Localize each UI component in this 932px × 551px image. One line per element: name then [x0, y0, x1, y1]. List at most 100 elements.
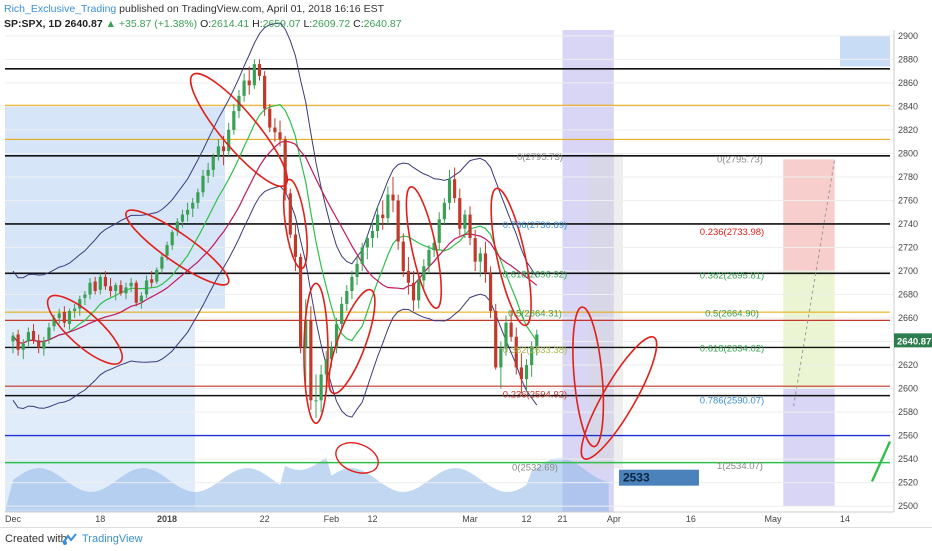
- candle-body: [150, 279, 154, 283]
- candle-body: [406, 271, 411, 283]
- x-tick-label: Mar: [462, 514, 478, 524]
- candle-body: [42, 341, 46, 349]
- y-tick-label: 2520: [898, 478, 918, 488]
- candle-body: [155, 269, 159, 282]
- candle-body: [427, 249, 431, 267]
- x-tick-label: 12: [367, 514, 377, 524]
- candle-body: [304, 320, 308, 348]
- y-tick-label: 2660: [898, 313, 918, 323]
- purple-zone-may: [783, 388, 835, 507]
- fib-level-label: 0.382(2695.81): [700, 271, 764, 282]
- swing-ellipse: [282, 178, 308, 270]
- candle-body: [26, 332, 30, 342]
- grey-zone: [589, 153, 623, 469]
- candle-body: [216, 146, 221, 156]
- candle-body: [93, 281, 97, 291]
- candle-body: [124, 287, 128, 294]
- candle-body: [488, 273, 493, 311]
- created-with-text: Created with: [5, 533, 67, 545]
- candle-body: [519, 367, 523, 380]
- close-label: C:: [353, 18, 364, 30]
- price-change: +35.87 (+1.38%): [118, 18, 198, 30]
- candle-body: [263, 75, 267, 109]
- symbol-label: SP:SPX, 1D: [4, 18, 62, 30]
- y-tick-label: 2720: [898, 242, 918, 252]
- open-value: 2614.41: [211, 18, 250, 30]
- candle-body: [355, 263, 359, 277]
- y-tick-label: 2620: [898, 360, 918, 370]
- x-tick-label: 2018: [157, 514, 177, 524]
- candle-body: [432, 242, 436, 250]
- y-tick-label: 2820: [898, 125, 918, 135]
- candle-body: [504, 322, 508, 349]
- candle-body: [268, 108, 272, 128]
- candle-body: [391, 194, 395, 201]
- y-tick-label: 2780: [898, 172, 918, 182]
- y-tick-label: 2900: [898, 31, 918, 41]
- candle-body: [16, 334, 20, 350]
- candle-body: [499, 348, 503, 368]
- candle-body: [524, 365, 529, 380]
- volume-ellipse: [335, 442, 379, 474]
- candle-body: [329, 347, 333, 360]
- price-chart[interactable]: 0(2795.73) 0.236(2733.98) 0.382(2695.81) 0.…: [0, 0, 932, 527]
- x-tick-label: 16: [686, 514, 696, 524]
- y-tick-label: 2840: [898, 101, 918, 111]
- y-tick-label: 2700: [898, 266, 918, 276]
- candle-body: [483, 253, 488, 274]
- candle-body: [119, 285, 123, 294]
- candle-body: [437, 219, 441, 243]
- candle-body: [324, 359, 328, 375]
- fib-level-label: 0.382(2633.38): [503, 345, 567, 356]
- candle-body: [453, 179, 457, 199]
- candle-body: [160, 256, 164, 269]
- candle-body: [180, 214, 185, 222]
- ma-green-line: [12, 103, 538, 344]
- candle-body: [221, 146, 226, 152]
- y-tick-label: 2880: [898, 54, 918, 64]
- candle-body: [31, 330, 36, 341]
- candle-body: [309, 320, 313, 401]
- candle-body: [473, 238, 477, 262]
- bollinger-lower: [12, 185, 538, 418]
- swing-ellipse: [405, 185, 443, 309]
- candle-body: [134, 282, 138, 303]
- blue-zone-corner: [840, 35, 890, 67]
- fib-level-label: 0(2795.73): [517, 152, 563, 163]
- y-tick-label: 2760: [898, 195, 918, 205]
- candle-body: [144, 280, 149, 295]
- low-label: L:: [303, 18, 313, 30]
- candle-body: [21, 343, 25, 350]
- up-arrow-icon: ▲: [105, 18, 116, 30]
- red-zone-may: [783, 159, 835, 271]
- green-zone-may: [783, 271, 835, 389]
- y-tick-label: 2740: [898, 219, 918, 229]
- y-tick-label: 2680: [898, 290, 918, 300]
- swing-ellipse: [572, 306, 605, 448]
- candle-body: [242, 80, 246, 96]
- last-price: 2640.87: [64, 18, 103, 30]
- candle-body: [67, 310, 72, 324]
- x-tick-label: 18: [95, 514, 105, 524]
- candle-body: [535, 334, 539, 347]
- candle-body: [360, 247, 364, 264]
- fib-level-label: 0.236(2733.98): [700, 227, 764, 238]
- candle-body: [114, 285, 118, 291]
- tradingview-logo-icon[interactable]: [62, 533, 78, 548]
- close-value: 2640.87: [363, 18, 402, 30]
- x-tick-label: 21: [557, 514, 567, 524]
- y-tick-label: 2560: [898, 431, 918, 441]
- high-label: H:: [252, 18, 263, 30]
- y-tick-label: 2600: [898, 384, 918, 394]
- candle-body: [273, 127, 277, 133]
- ma-red-line: [12, 140, 538, 344]
- candle-body: [201, 175, 205, 193]
- y-tick-label: 2580: [898, 407, 918, 417]
- author-name[interactable]: Rich_Exclusive_Trading: [4, 3, 117, 15]
- footer-bar: Created with TradingView: [0, 527, 932, 551]
- tradingview-brand[interactable]: TradingView: [82, 533, 143, 545]
- fib-level-label: 0.236(2594.92): [503, 389, 567, 400]
- open-label: O:: [200, 18, 212, 30]
- candle-body: [108, 286, 113, 291]
